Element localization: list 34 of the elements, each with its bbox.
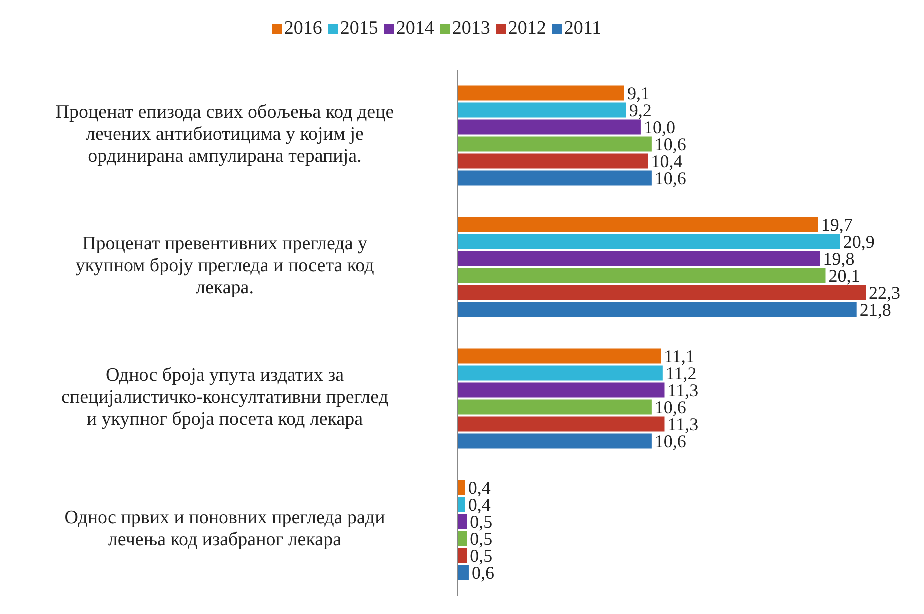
bar (458, 565, 469, 580)
y-tick-label: Проценат превентивних прегледа у укупном броју прегледа и посета код лекара. (76, 234, 375, 299)
legend-label: 2012 (507, 18, 546, 40)
bar (458, 382, 665, 398)
bar (458, 136, 652, 152)
bar (458, 548, 468, 564)
bar (458, 86, 624, 101)
y-tick-label: Однос првих и поновних прегледа ради лечења код изабраног лекара (64, 508, 386, 551)
bar (458, 348, 662, 364)
bar (458, 434, 652, 449)
bar (458, 251, 820, 266)
bar (458, 217, 818, 232)
bar (458, 531, 468, 546)
bar (458, 514, 468, 530)
bar (458, 400, 652, 415)
bar (458, 416, 665, 432)
bar (458, 234, 840, 250)
legend-label: 2013 (451, 18, 490, 40)
legend-label: 2011 (563, 18, 602, 40)
bar (458, 480, 466, 496)
bar (458, 366, 663, 381)
y-tick-label: Проценат епизода свих обољења код деце лечених антибиотицима у којим је ординирана ампулирана терапија. (56, 102, 394, 168)
legend-label: 2015 (339, 18, 378, 40)
bar (458, 154, 648, 169)
bar (458, 102, 626, 118)
bar (458, 170, 652, 186)
bar (458, 285, 866, 300)
legend-label: 2016 (283, 18, 322, 40)
bar (458, 497, 466, 512)
bar (458, 302, 857, 318)
bar (458, 120, 641, 135)
y-tick-label: Однос броја упута издатих за специјалистичко-консултативни преглед и укупног броја посета код лекара (62, 365, 389, 430)
legend-label: 2014 (395, 18, 434, 40)
bar (458, 268, 826, 284)
